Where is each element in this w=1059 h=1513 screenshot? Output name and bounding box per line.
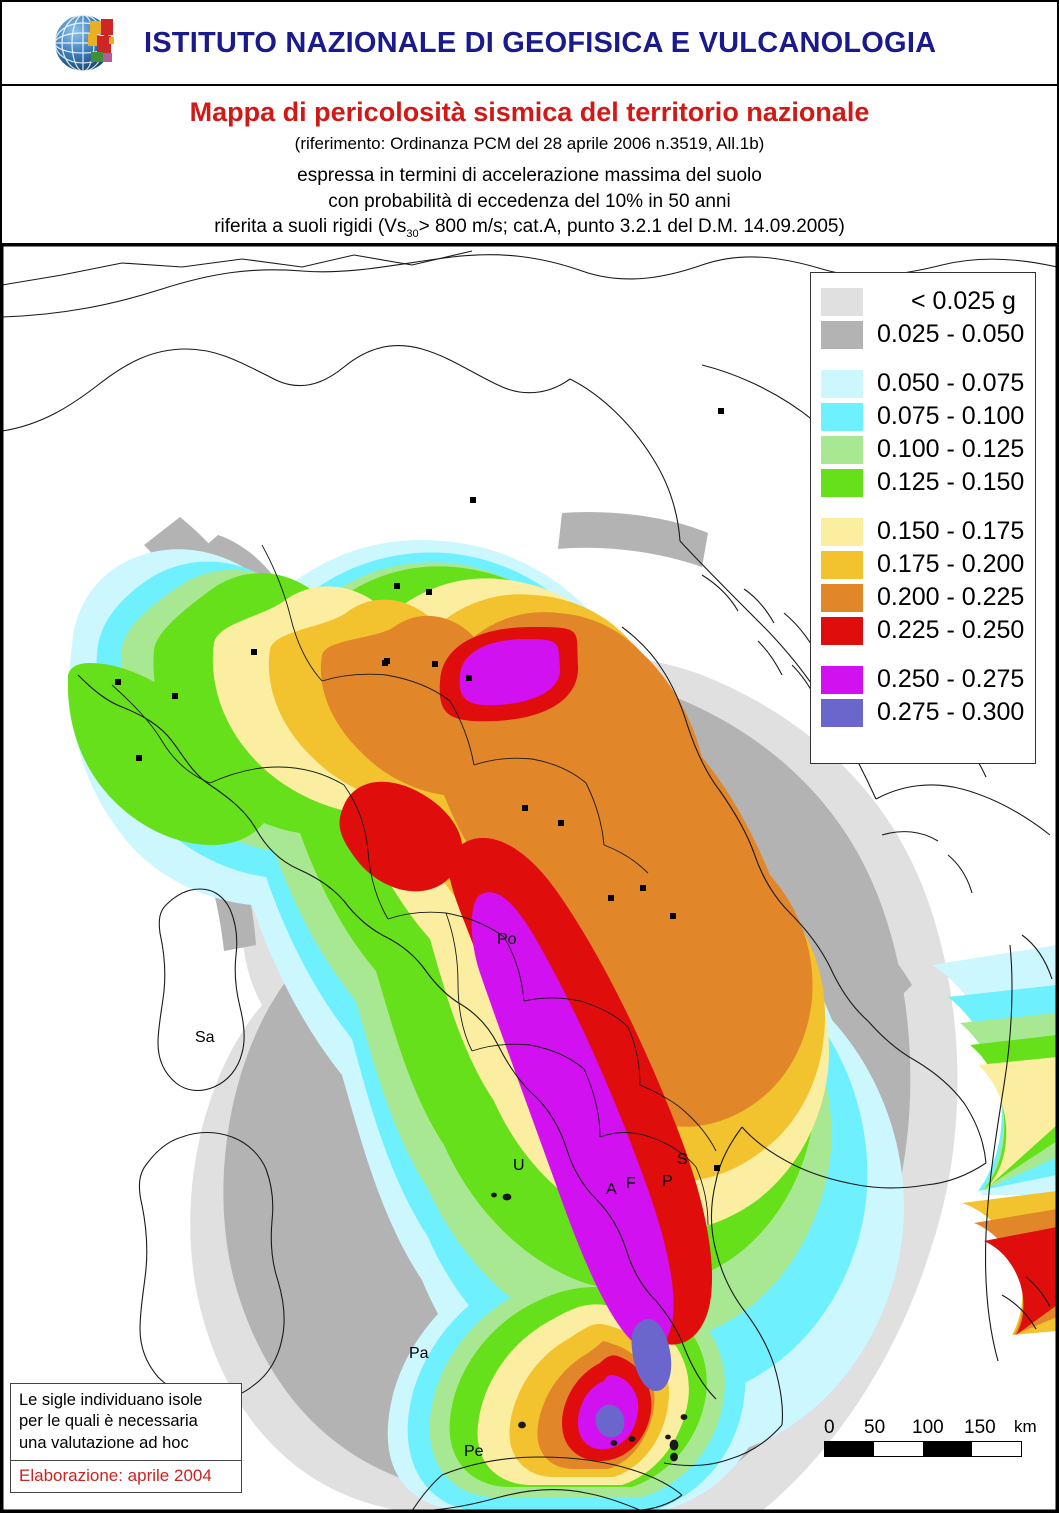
legend-swatch-8 [821,583,863,612]
note-box: Le sigle individuano isole per le quali … [10,1383,242,1494]
legend-row-1: 0.025 - 0.050 [821,318,1035,351]
scale-tick-50: 50 [864,1417,886,1438]
map-label-p: P [662,1173,673,1190]
legend-row-0: < 0.025 g [821,285,1035,318]
scale-segment-3 [923,1442,972,1456]
scale-tick-100: 100 [912,1417,944,1438]
note-text: Le sigle individuano isole per le quali … [11,1384,241,1460]
legend-label-1: 0.025 - 0.050 [877,320,1025,348]
legend-label-10: 0.250 - 0.275 [877,665,1025,693]
description-line-1: espressa in termini di accelerazione mas… [297,164,762,186]
legend-swatch-5 [821,468,863,497]
vs30-subscript: 30 [406,228,419,241]
elaboration-label: Elaborazione: aprile 2004 [19,1466,212,1486]
map-label-pa: Pa [409,1345,429,1362]
scale-segment-4 [972,1442,1021,1456]
description-line-3-b: > 800 m/s; cat.A, punto 3.2.1 del D.M. 1… [418,216,845,238]
legend-label-7: 0.175 - 0.200 [877,550,1025,578]
description-line-2: con probabilità di eccedenza del 10% in … [328,190,731,212]
map-label-a: A [606,1181,617,1198]
legend-label-2: 0.050 - 0.075 [877,369,1025,397]
legend-row-5: 0.125 - 0.150 [821,466,1035,499]
hazard-band-0.275-0.300 [595,1318,672,1438]
legend-swatch-0 [821,287,863,316]
scale-segment-2 [874,1442,923,1456]
legend-label-11: 0.275 - 0.300 [877,698,1025,726]
legend-row-9: 0.225 - 0.250 [821,614,1035,647]
legend-row-2: 0.050 - 0.075 [821,367,1035,400]
ingv-globe-logo [50,7,122,79]
scale-tick-labels: 0 50 100 150 km [824,1417,1037,1441]
map-label-u: U [513,1157,525,1174]
legend-swatch-3 [821,402,863,431]
legend-row-6: 0.150 - 0.175 [821,515,1035,548]
legend-label-4: 0.100 - 0.125 [877,435,1025,463]
map-label-sa: Sa [195,1029,215,1046]
legend-swatch-1 [821,320,863,349]
hazard-legend: < 0.025 g 0.025 - 0.050 0.050 - 0.075 0.… [810,272,1036,764]
small-islands [491,1192,688,1462]
legend-swatch-11 [821,698,863,727]
reference-line: (riferimento: Ordinanza PCM del 28 april… [294,133,765,153]
scale-segment-1 [825,1442,874,1456]
description-line-3: riferita a suoli rigidi (Vs30> 800 m/s; … [2,214,1057,242]
legend-swatch-2 [821,369,863,398]
scale-bar-segments [824,1441,1022,1457]
legend-swatch-7 [821,550,863,579]
legend-gap-1 [821,351,1035,367]
legend-row-10: 0.250 - 0.275 [821,663,1035,696]
map-label-s: S [677,1151,688,1168]
legend-row-11: 0.275 - 0.300 [821,696,1035,729]
map-label-f: F [626,1175,636,1192]
hazard-band-0.250-0.275 [459,639,674,1450]
legend-row-3: 0.075 - 0.100 [821,400,1035,433]
scale-bar: 0 50 100 150 km [824,1417,1037,1457]
legend-row-7: 0.175 - 0.200 [821,548,1035,581]
legend-label-6: 0.150 - 0.175 [877,517,1025,545]
legend-gap-3 [821,647,1035,663]
legend-label-9: 0.225 - 0.250 [877,616,1025,644]
header-bar: ISTITUTO NAZIONALE DI GEOFISICA E VULCAN… [2,2,1057,86]
legend-label-0: < 0.025 g [911,287,1016,315]
map-label-po: Po [497,931,517,948]
description-block: espressa in termini di accelerazione mas… [2,163,1057,242]
legend-swatch-6 [821,517,863,546]
legend-gap-2 [821,499,1035,515]
title-block: Mappa di pericolosità sismica del territ… [2,86,1057,245]
page-title: Mappa di pericolosità sismica del territ… [189,97,870,127]
legend-row-8: 0.200 - 0.225 [821,581,1035,614]
map-label-pe: Pe [464,1443,484,1460]
legend-row-4: 0.100 - 0.125 [821,433,1035,466]
scale-unit: km [1014,1417,1037,1436]
legend-label-8: 0.200 - 0.225 [877,583,1025,611]
hazard-map-canvas[interactable]: Sa Po U A F P S Pa Pe < 0.025 g 0.025 - … [2,245,1057,1511]
organization-title: ISTITUTO NAZIONALE DI GEOFISICA E VULCAN… [144,26,937,59]
legend-label-5: 0.125 - 0.150 [877,468,1025,496]
legend-swatch-10 [821,665,863,694]
city-markers [115,408,724,1171]
note-line-1: Le sigle individuano isole [19,1391,203,1409]
description-line-3-a: riferita a suoli rigidi (Vs [214,216,407,238]
legend-swatch-9 [821,616,863,645]
legend-swatch-4 [821,435,863,464]
hazard-map-svg [2,245,1057,1511]
scale-tick-0: 0 [824,1417,835,1438]
note-line-2: per le quali è necessaria [19,1412,198,1431]
note-line-3: una valutazione ad hoc [19,1433,189,1452]
note-divider [11,1460,241,1462]
legend-label-3: 0.075 - 0.100 [877,402,1025,430]
scale-tick-150: 150 [964,1417,996,1438]
